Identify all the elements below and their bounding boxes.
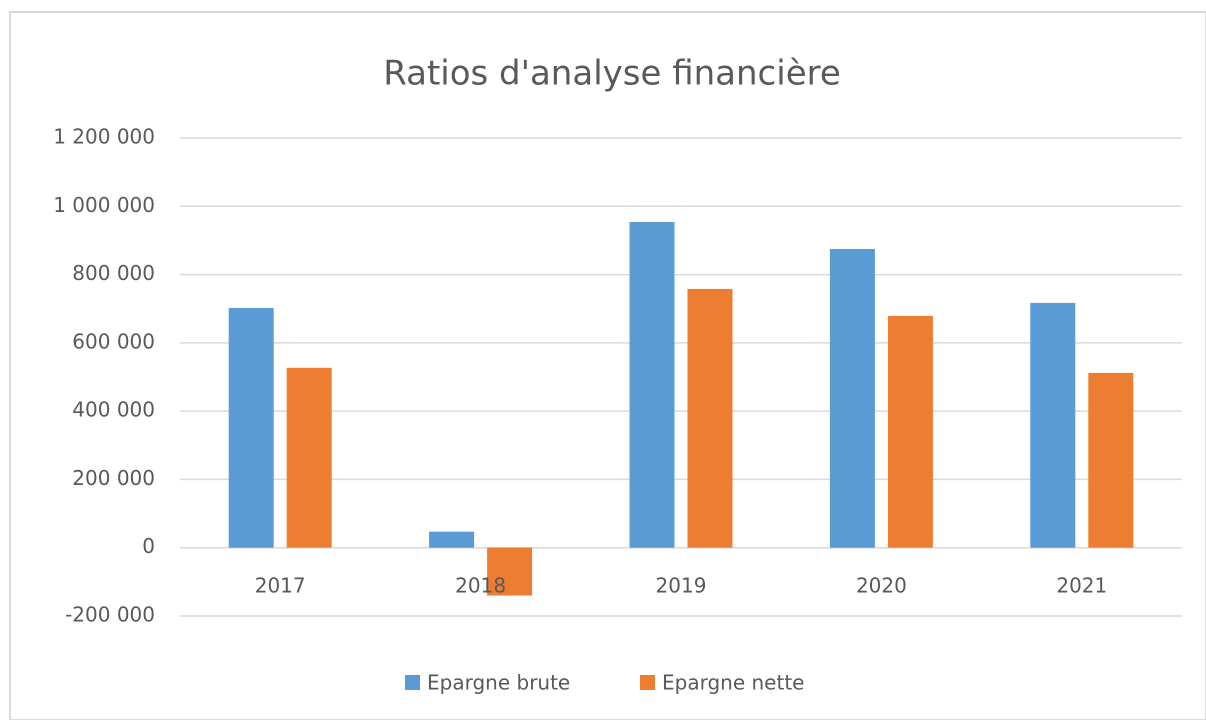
chart-frame — [9, 11, 1206, 720]
y-tick-label: 200 000 — [72, 466, 155, 490]
x-tick-label: 2020 — [856, 574, 907, 598]
legend-label: Epargne nette — [662, 671, 804, 695]
bar — [429, 531, 475, 548]
bar — [487, 547, 533, 596]
y-tick-label: 600 000 — [72, 329, 155, 353]
bar — [687, 288, 733, 548]
bar — [887, 315, 933, 548]
y-tick-label: 0 — [142, 534, 155, 558]
legend-swatch — [405, 675, 420, 690]
bar — [829, 248, 875, 548]
bar — [286, 367, 332, 548]
y-tick-label: 1 200 000 — [53, 125, 155, 149]
y-tick-label: -200 000 — [65, 603, 155, 627]
x-tick-label: 2017 — [255, 574, 306, 598]
x-tick-label: 2018 — [455, 574, 506, 598]
y-tick-label: 400 000 — [72, 398, 155, 422]
legend-label: Epargne brute — [427, 671, 570, 695]
bar — [1030, 302, 1076, 548]
bar — [1088, 372, 1134, 548]
bar — [228, 308, 274, 548]
x-tick-label: 2019 — [656, 574, 707, 598]
y-tick-label: 1 000 000 — [53, 193, 155, 217]
x-tick-label: 2021 — [1056, 574, 1107, 598]
legend-swatch — [640, 675, 655, 690]
chart-title: Ratios d'analyse financière — [383, 54, 841, 94]
y-tick-label: 800 000 — [72, 261, 155, 285]
bar — [629, 221, 675, 548]
